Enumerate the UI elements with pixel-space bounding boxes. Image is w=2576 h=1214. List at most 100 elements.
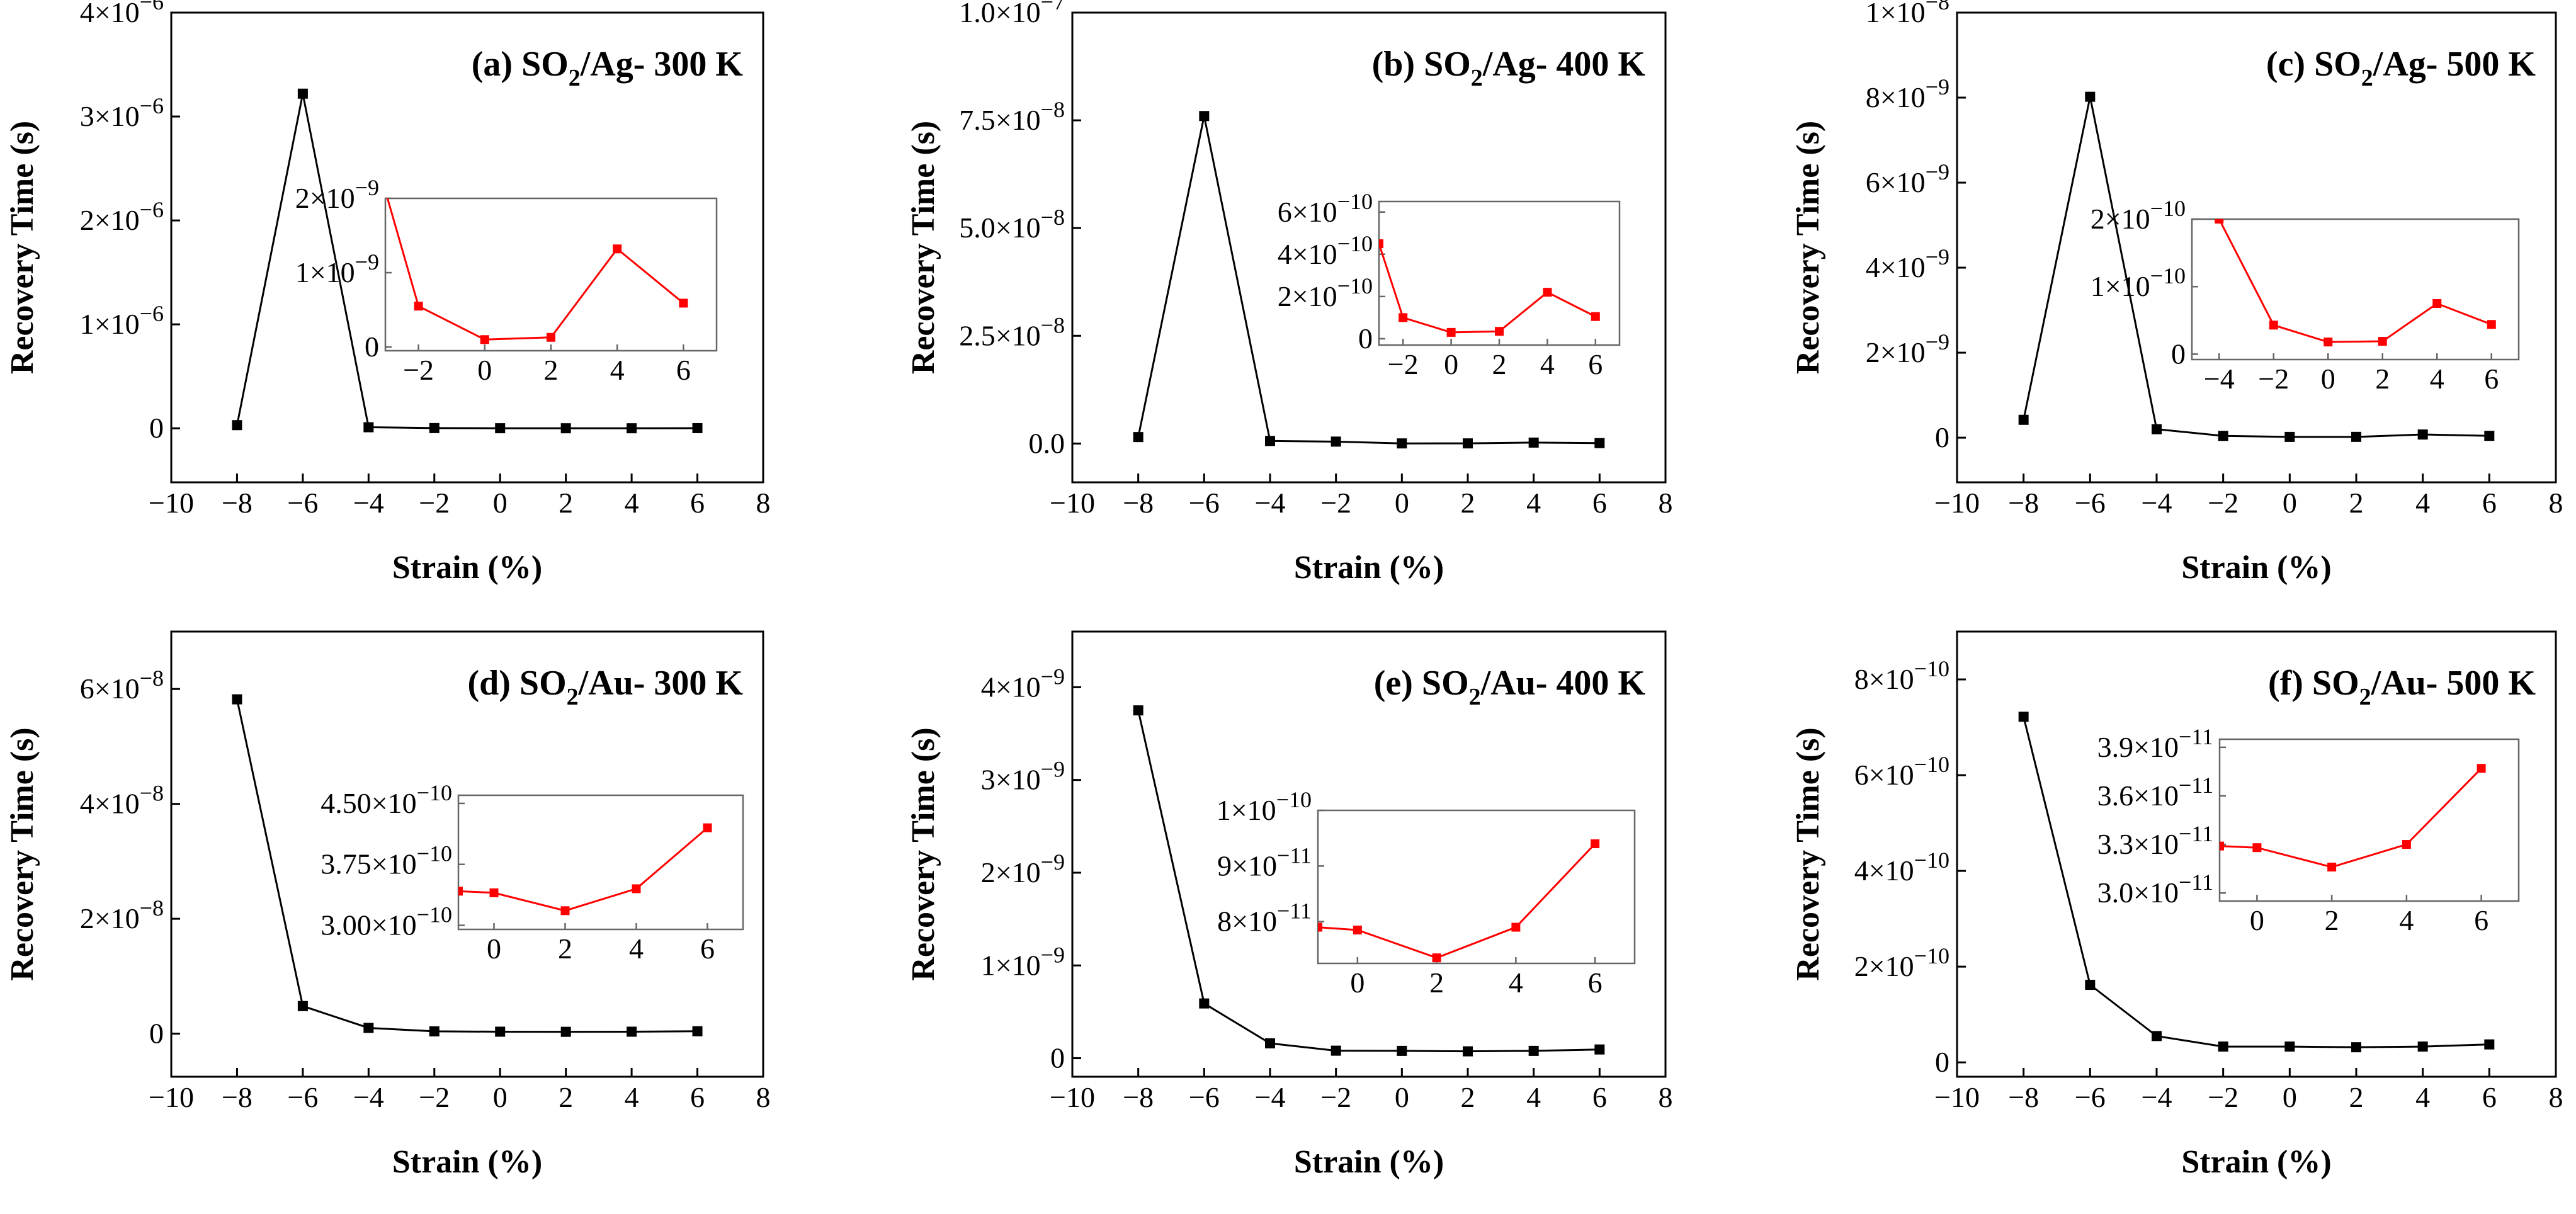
data-point [429,1026,440,1036]
x-tick-label: 2 [1461,487,1475,519]
inset-data-point [414,302,423,311]
inset-frame [384,197,718,352]
inset-data-point [381,186,390,195]
data-point [627,423,637,434]
x-tick-label: 2 [2349,487,2364,519]
x-tick-label: 2 [2349,1081,2364,1113]
inset-data-point [2378,337,2387,346]
x-tick-label: 6 [1592,1081,1607,1113]
inset-y-tick-label: 2×10−10 [1278,273,1373,312]
x-tick-label: −2 [419,487,450,519]
panel-title: (e) SO2/Au- 400 K [1374,664,1646,710]
data-point [1265,1038,1275,1048]
x-tick-label: 8 [756,1081,771,1113]
y-tick-label: 1×10−9 [981,942,1065,981]
inset-data-point [2269,321,2278,330]
inset-data-point [1591,839,1600,849]
inset-x-tick-label: 4 [610,354,625,386]
inset-data-point [679,298,688,308]
y-tick-label: 2×10−9 [1866,329,1949,368]
x-tick-label: 0 [493,487,508,519]
x-tick-label: −2 [2208,1081,2238,1113]
x-tick-label: −8 [222,1081,252,1113]
y-tick-label: 0.0 [1029,427,1065,459]
panel-f: −10 −8 −6 −4 −2 0 2 4 6 8 0 2×10−10 4×10−10 6×10−10 8×… [1790,630,2563,1180]
inset-y-tick-label: 6×10−10 [1278,189,1373,228]
inset-data-point [703,823,712,832]
x-tick-label: 4 [1526,487,1541,519]
y-axis-title: Recovery Time (s) [4,727,40,980]
x-tick-label: 8 [2549,487,2563,519]
y-tick-label: 5.0×10−8 [959,205,1065,244]
data-point [2152,424,2162,434]
data-point [1199,998,1210,1009]
series-line [235,699,698,1033]
x-tick-label: −10 [1934,1081,1980,1113]
inset-y-tick-label: 3.6×10−11 [2097,773,2213,812]
inset-data-point [560,906,570,916]
inset-data-point [613,244,622,254]
inset-series [1318,839,1600,963]
y-tick-label: 8×10−10 [1854,656,1949,695]
panel-title: (d) SO2/Au- 300 K [467,664,743,710]
inset-data-point [1432,953,1441,963]
panel-title: (a) SO2/Ag- 300 K [472,45,744,91]
inset-frame [457,794,744,931]
inset-data-point [1591,312,1600,321]
x-tick-label: 0 [2283,1081,2297,1113]
data-point [2417,429,2428,440]
x-tick-label: 0 [493,1081,508,1113]
series-line [235,93,698,429]
data-point [627,1026,637,1037]
data-point [560,1026,571,1037]
data-point [1594,1044,1605,1055]
inset-series-line [2218,219,2492,343]
x-tick-label: −6 [287,1081,318,1113]
inset-x-tick-label: 6 [676,354,691,386]
panel-a: −10 −8 −6 −4 −2 0 2 4 6 8 0 1×10−6 2×10−6 3×10−6 4×10−… [4,0,771,586]
x-tick-label: −8 [222,487,252,519]
y-axis-title: Recovery Time (s) [1790,121,1826,374]
inset-data-point [2220,841,2224,851]
inset-data-point [458,887,463,896]
y-axis-title: Recovery Time (s) [1790,727,1826,980]
inset-data-point [547,332,555,342]
x-tick-label: −10 [1050,487,1095,519]
x-tick-label: −4 [1255,1081,1286,1113]
inset-x-tick-label: 2 [2375,363,2390,395]
data-point [2085,91,2096,102]
inset-frame [2218,738,2520,902]
x-axis-title: Strain (%) [1294,1144,1444,1180]
data-point [1463,1046,1473,1057]
inset-data-point [1399,313,1408,322]
inset-x-tick-label: 0 [477,354,492,386]
x-axis-title: Strain (%) [1294,550,1444,586]
x-tick-label: 4 [2415,487,2430,519]
data-point [1528,1045,1539,1056]
inset-data-point [1318,922,1322,932]
inset-a: −2 0 2 4 6 0 1×10−9 2×10−9 [295,175,718,386]
inset-y-tick-label: 3.0×10−11 [2097,870,2213,909]
x-tick-label: 8 [756,487,771,519]
data-point [2351,431,2361,442]
inset-y-tick-label: 3.3×10−11 [2097,821,2213,860]
x-tick-label: −10 [149,1081,194,1113]
x-tick-label: −8 [2008,1081,2039,1113]
inset-data-point [2402,840,2411,849]
data-point [429,423,440,433]
inset-x-tick-label: 6 [1588,967,1603,999]
y-tick-label: 6×10−9 [1866,159,1949,198]
x-axis-title: Strain (%) [2181,1144,2331,1180]
x-tick-label: −6 [287,487,318,519]
y-tick-label: 4×10−10 [1854,848,1949,887]
data-point [692,1026,703,1036]
data-point [232,420,242,431]
inset-y-tick-label: 1×10−9 [295,249,379,288]
y-tick-label: 4×10−6 [80,0,164,28]
plot-frame [1956,11,2557,484]
inset-y-tick-label: 3.00×10−10 [321,902,452,941]
panel-b: −10 −8 −6 −4 −2 0 2 4 6 8 0.0 2.5×10−8 5.0×10−8 7.5×1… [905,0,1673,586]
inset-c: −4 −2 0 2 4 6 0 1×10−10 2×10−10 [2091,196,2520,395]
inset-y-tick-label: 2×10−10 [2091,196,2186,235]
inset-x-tick-label: 6 [1588,348,1603,380]
